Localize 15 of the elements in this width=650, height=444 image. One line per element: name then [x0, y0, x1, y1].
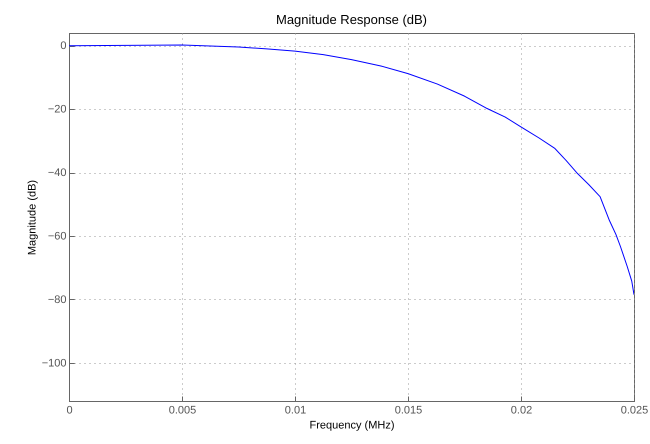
x-tick-label: 0.005 — [168, 404, 196, 416]
y-tick-label: −60 — [48, 230, 66, 243]
chart-title: Magnitude Response (dB) — [276, 12, 428, 27]
y-tick-label: −80 — [48, 294, 66, 306]
y-tick-label: 0 — [60, 40, 66, 52]
y-tick-label: −40 — [48, 167, 66, 180]
x-tick-label: 0.02 — [510, 404, 532, 416]
x-tick-label: 0.01 — [284, 404, 306, 416]
line-series — [69, 44, 634, 296]
x-tick-label: 0.025 — [620, 404, 648, 416]
y-tick-label: −100 — [42, 357, 66, 370]
x-axis-title: Frequency (MHz) — [310, 420, 394, 432]
y-axis-title: Magnitude (dB) — [26, 180, 39, 256]
y-tick-label: −20 — [48, 104, 66, 116]
x-tick-label: 0.015 — [394, 404, 422, 416]
